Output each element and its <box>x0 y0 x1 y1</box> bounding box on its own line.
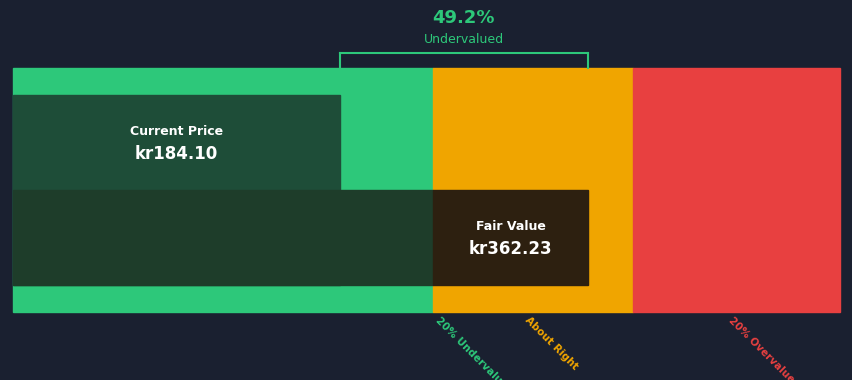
Text: Undervalued: Undervalued <box>423 33 504 46</box>
Bar <box>13 95 339 285</box>
Bar <box>433 68 632 312</box>
Text: About Right: About Right <box>522 315 579 372</box>
Bar <box>433 190 587 285</box>
Text: kr184.10: kr184.10 <box>135 145 217 163</box>
Bar <box>632 68 839 312</box>
Text: 20% Overvalued: 20% Overvalued <box>726 315 800 380</box>
Text: Current Price: Current Price <box>130 125 222 138</box>
Bar <box>13 68 433 312</box>
Text: 49.2%: 49.2% <box>432 9 494 27</box>
Text: kr362.23: kr362.23 <box>468 240 551 258</box>
Text: Fair Value: Fair Value <box>475 220 544 233</box>
Text: 20% Undervalued: 20% Undervalued <box>433 315 513 380</box>
Bar <box>13 190 433 285</box>
